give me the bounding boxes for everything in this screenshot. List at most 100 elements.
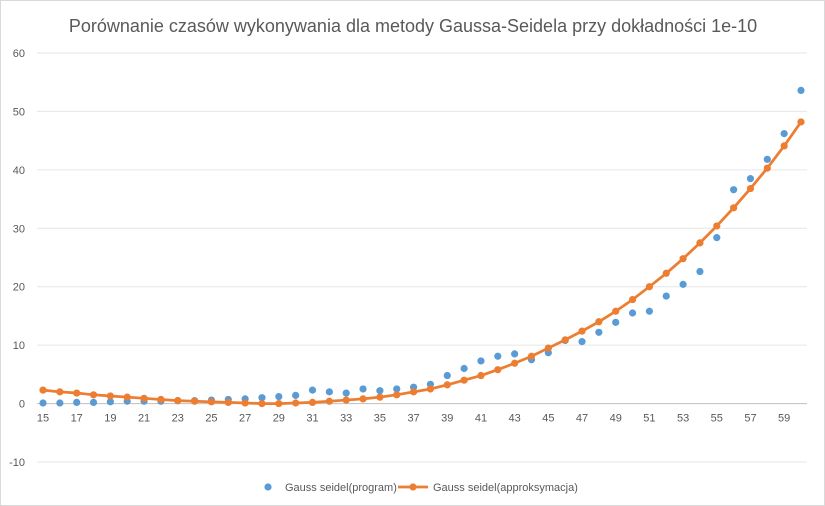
data-point-program xyxy=(696,267,704,276)
data-point-program xyxy=(292,391,300,399)
data-point-approksymacja xyxy=(258,399,266,408)
data-point-approksymacja xyxy=(426,385,435,393)
data-point-approksymacja xyxy=(409,388,418,396)
data-point-program xyxy=(89,398,98,407)
data-point-approksymacja xyxy=(157,395,165,404)
legend: Gauss seidel(program) Gauss seidel(approk… xyxy=(264,482,578,494)
y-axis-ticks: 60 50 40 30 20 10 0 -10 xyxy=(9,48,25,469)
data-point-program xyxy=(730,186,738,194)
data-point-approksymacja xyxy=(207,398,216,406)
y-tick-label: 60 xyxy=(13,48,25,60)
data-point-approksymacja xyxy=(662,269,670,277)
x-tick-label: 57 xyxy=(744,413,756,425)
data-point-approksymacja xyxy=(696,239,704,247)
data-point-approksymacja xyxy=(511,359,519,367)
x-tick-label: 43 xyxy=(509,413,521,425)
data-point-approksymacja xyxy=(191,397,199,405)
data-point-program xyxy=(460,364,468,373)
x-tick-label: 31 xyxy=(306,413,318,425)
data-point-approksymacja xyxy=(393,391,401,399)
data-point-approksymacja xyxy=(612,307,620,315)
data-point-approksymacja xyxy=(275,399,283,408)
data-point-approksymacja xyxy=(797,118,805,126)
data-point-approksymacja xyxy=(359,395,367,403)
data-point-program xyxy=(106,398,114,406)
data-point-approksymacja xyxy=(140,394,148,402)
data-point-program xyxy=(511,350,519,358)
data-point-program xyxy=(308,386,317,394)
data-point-approksymacja xyxy=(730,204,738,212)
legend-marker-program xyxy=(264,483,272,491)
x-tick-label: 35 xyxy=(374,413,386,425)
x-tick-label: 19 xyxy=(104,413,116,425)
data-point-program xyxy=(780,130,788,138)
x-tick-label: 51 xyxy=(643,413,655,425)
y-tick-label: 30 xyxy=(13,223,25,235)
data-point-program xyxy=(578,338,586,346)
data-point-approksymacja xyxy=(443,381,451,389)
gridlines xyxy=(37,52,807,463)
data-point-approksymacja xyxy=(780,142,788,150)
chart-title: Porównanie czasów wykonywania dla metody… xyxy=(69,16,757,36)
data-point-approksymacja xyxy=(89,391,98,399)
data-point-approksymacja xyxy=(578,327,586,335)
data-point-program xyxy=(39,399,47,407)
data-point-program xyxy=(325,388,333,396)
data-point-program xyxy=(494,352,502,360)
y-tick-label: 10 xyxy=(13,340,25,352)
x-tick-label: 23 xyxy=(172,413,184,425)
data-point-program xyxy=(797,86,805,94)
x-tick-label: 41 xyxy=(475,413,487,425)
x-tick-label: 17 xyxy=(71,413,83,425)
y-tick-label: 20 xyxy=(13,282,25,294)
x-tick-label: 33 xyxy=(340,413,352,425)
x-tick-label: 39 xyxy=(441,413,453,425)
data-point-approksymacja xyxy=(477,371,485,380)
data-point-approksymacja xyxy=(628,295,637,304)
x-axis-ticks: 15 17 19 21 23 25 27 29 31 33 35 37 39 41 43 45 47 49 51 53… xyxy=(37,413,790,425)
data-point-approksymacja xyxy=(376,393,384,401)
y-tick-label: 40 xyxy=(13,165,25,177)
data-point-approksymacja xyxy=(746,184,755,193)
data-point-program xyxy=(595,328,603,336)
data-point-approksymacja xyxy=(292,399,300,407)
data-point-program xyxy=(73,398,81,407)
x-tick-label: 59 xyxy=(778,413,790,425)
x-tick-label: 45 xyxy=(542,413,554,425)
data-point-program xyxy=(679,280,687,288)
data-point-program xyxy=(393,385,401,393)
x-tick-label: 21 xyxy=(138,413,150,425)
data-point-approksymacja xyxy=(241,399,249,407)
y-tick-label: 50 xyxy=(13,106,25,118)
data-point-program xyxy=(477,357,485,365)
data-point-approksymacja xyxy=(763,164,771,172)
data-point-approksymacja xyxy=(174,397,182,405)
y-tick-label: 0 xyxy=(19,399,25,411)
data-point-approksymacja xyxy=(39,386,47,394)
data-point-program xyxy=(342,389,350,397)
x-tick-label: 47 xyxy=(576,413,588,425)
data-point-approksymacja xyxy=(713,222,721,230)
legend-label-program: Gauss seidel(program) xyxy=(285,482,397,494)
data-point-program xyxy=(612,318,620,326)
x-tick-label: 15 xyxy=(37,413,49,425)
data-point-program xyxy=(713,234,721,242)
data-point-program xyxy=(645,307,654,315)
data-point-approksymacja xyxy=(460,376,468,384)
data-point-approksymacja xyxy=(308,398,317,407)
x-tick-label: 49 xyxy=(610,413,622,425)
data-point-approksymacja xyxy=(494,366,502,374)
data-point-program xyxy=(746,175,755,183)
x-tick-label: 53 xyxy=(677,413,689,425)
data-point-approksymacja xyxy=(224,398,232,407)
data-point-approksymacja xyxy=(561,336,569,344)
y-tick-label: -10 xyxy=(9,457,25,469)
series-line-approksymacja xyxy=(41,120,803,405)
data-point-program xyxy=(628,309,637,317)
data-point-program xyxy=(56,399,64,407)
data-point-program xyxy=(662,292,670,300)
data-point-program xyxy=(275,392,283,401)
data-point-approksymacja xyxy=(679,255,687,263)
data-point-program xyxy=(258,394,266,402)
legend-label-approksymacja: Gauss seidel(approksymacja) xyxy=(433,482,578,494)
